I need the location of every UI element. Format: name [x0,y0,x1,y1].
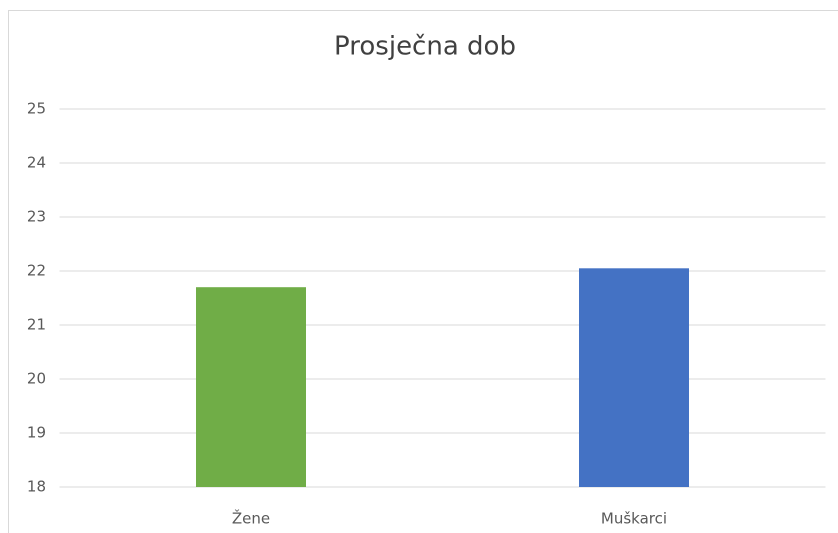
x-tick-label: Žene [232,509,270,528]
y-tick-label: 24 [27,154,46,172]
chart-title: Prosječna dob [334,32,516,62]
y-tick-label: 21 [27,316,46,334]
y-tick-label: 25 [27,100,46,118]
bar [579,268,689,487]
y-tick-label: 20 [27,370,46,388]
chart-border [8,10,838,533]
bar [196,287,306,487]
x-tick-label: Muškarci [601,510,667,528]
y-tick-label: 19 [27,424,46,442]
y-tick-label: 18 [27,478,46,496]
y-tick-label: 22 [27,262,46,280]
y-tick-label: 23 [27,208,46,226]
